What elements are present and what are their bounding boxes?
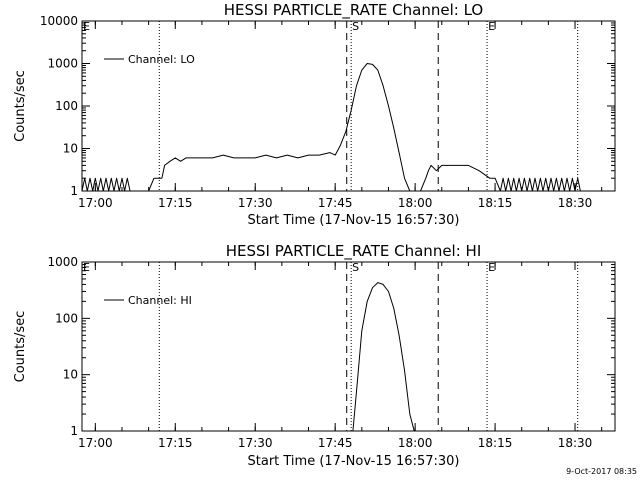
y-tick-label: 1000 bbox=[47, 57, 78, 71]
marker-label: E bbox=[488, 20, 495, 33]
x-tick-label: 18:30 bbox=[558, 436, 593, 450]
x-tick-label: 17:45 bbox=[318, 196, 353, 210]
x-tick-label: 17:00 bbox=[78, 196, 113, 210]
chart-panel-1: HESSI PARTICLE_RATE Channel: HI 17:00 17:1… bbox=[13, 242, 616, 469]
x-tick-label: 17:45 bbox=[318, 436, 353, 450]
y-tick-label: 1 bbox=[70, 184, 78, 198]
y-tick-label: 100 bbox=[55, 311, 78, 325]
x-tick-label: 17:00 bbox=[78, 436, 113, 450]
footer-timestamp: 9-Oct-2017 08:35 bbox=[566, 467, 637, 476]
legend-label: Channel: LO bbox=[128, 53, 195, 66]
y-axis-label: Counts/sec bbox=[13, 311, 28, 383]
x-tick-label: 18:15 bbox=[478, 196, 513, 210]
x-axis-label: Start Time (17-Nov-15 16:57:30) bbox=[248, 213, 460, 228]
marker-label: E bbox=[83, 20, 90, 33]
x-tick-label: 18:30 bbox=[558, 196, 593, 210]
x-tick-label: 17:30 bbox=[238, 196, 273, 210]
x-tick-label: 18:00 bbox=[398, 436, 433, 450]
x-tick-label: 18:15 bbox=[478, 436, 513, 450]
y-tick-label: 10 bbox=[63, 368, 78, 382]
x-tick-label: 17:30 bbox=[238, 436, 273, 450]
y-tick-label: 1000 bbox=[47, 255, 78, 269]
chart-title: HESSI PARTICLE_RATE Channel: HI bbox=[226, 242, 482, 261]
marker-label: E bbox=[83, 261, 90, 274]
plot-frame bbox=[81, 20, 616, 192]
x-axis-label: Start Time (17-Nov-15 16:57:30) bbox=[248, 454, 460, 469]
marker-label: S bbox=[352, 20, 359, 33]
y-tick-label: 1 bbox=[70, 424, 78, 438]
chart-panel-0: HESSI PARTICLE_RATE Channel: LO 17:00 17:1… bbox=[13, 1, 616, 228]
y-axis-label: Counts/sec bbox=[13, 70, 28, 142]
chart-title: HESSI PARTICLE_RATE Channel: LO bbox=[224, 1, 483, 20]
marker-label: S bbox=[352, 261, 359, 274]
series-line bbox=[352, 282, 415, 432]
y-tick-label: 10 bbox=[63, 142, 78, 156]
x-tick-label: 17:15 bbox=[158, 196, 193, 210]
legend-label: Channel: HI bbox=[128, 294, 192, 307]
x-tick-label: 18:00 bbox=[398, 196, 433, 210]
marker-label: E bbox=[488, 261, 495, 274]
x-tick-label: 17:15 bbox=[158, 436, 193, 450]
plot-frame bbox=[81, 261, 616, 432]
series-line bbox=[81, 63, 581, 192]
y-tick-label: 10000 bbox=[40, 14, 78, 28]
y-tick-label: 100 bbox=[55, 99, 78, 113]
